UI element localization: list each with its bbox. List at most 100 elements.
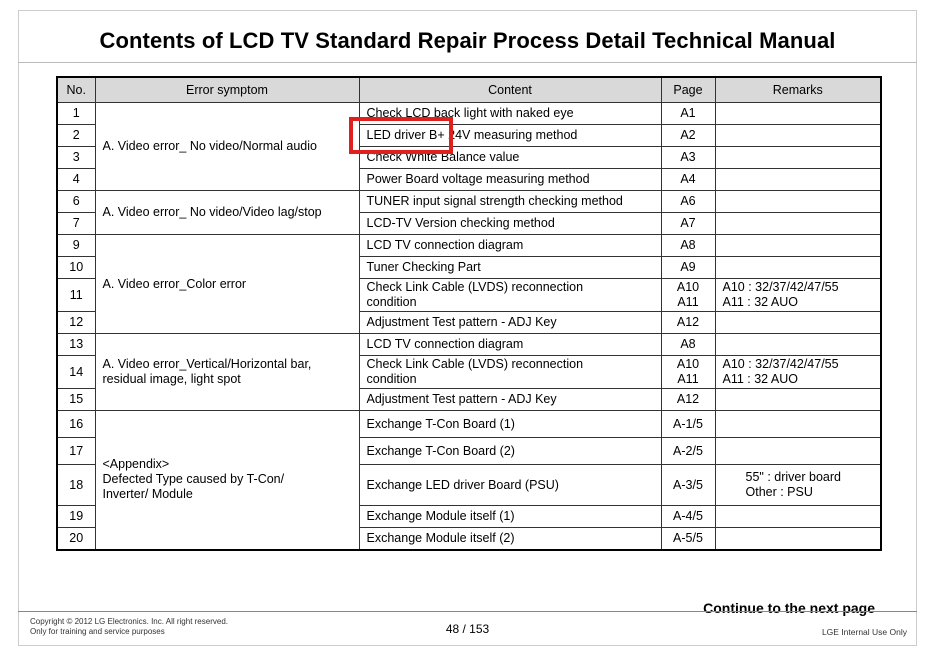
row-no: 19 xyxy=(56,505,96,528)
row-remarks xyxy=(714,410,882,438)
row-remarks xyxy=(714,388,882,411)
row-page: A8 xyxy=(660,333,716,356)
row-page: A3 xyxy=(660,146,716,169)
row-content: Exchange Module itself (2) xyxy=(358,527,662,550)
continue-note: Continue to the next page xyxy=(703,600,875,616)
footer-divider xyxy=(18,611,917,612)
table-row: 13 A. Video error_Vertical/Horizontal ba… xyxy=(56,333,882,411)
row-remarks xyxy=(714,168,882,191)
row-page: A-5/5 xyxy=(660,527,716,550)
row-no: 14 xyxy=(56,355,96,389)
table-row: 17 Exchange T-Con Board (2) A-2/5 xyxy=(56,437,882,465)
row-remarks xyxy=(714,190,882,213)
table-row: 14 Check Link Cable (LVDS) reconnection … xyxy=(56,355,882,389)
row-no: 10 xyxy=(56,256,96,279)
row-content: Check Link Cable (LVDS) reconnection con… xyxy=(358,278,662,312)
row-remarks xyxy=(714,437,882,465)
row-page: A9 xyxy=(660,256,716,279)
row-no: 16 xyxy=(56,410,96,438)
row-content: Exchange LED driver Board (PSU) xyxy=(358,464,662,506)
row-no: 15 xyxy=(56,388,96,411)
row-no: 11 xyxy=(56,278,96,312)
row-no: 17 xyxy=(56,437,96,465)
error-symptom-cell: <Appendix> Defected Type caused by T-Con… xyxy=(94,410,360,550)
row-no: 1 xyxy=(56,102,96,125)
row-remarks: A10 : 32/37/42/47/55 A11 : 32 AUO xyxy=(714,355,882,389)
page-title: Contents of LCD TV Standard Repair Proce… xyxy=(99,28,836,53)
row-content: Exchange T-Con Board (2) xyxy=(358,437,662,465)
header-no: No. xyxy=(56,76,96,103)
row-page: A-4/5 xyxy=(660,505,716,528)
row-page: A10 A11 xyxy=(660,278,716,312)
row-no: 18 xyxy=(56,464,96,506)
row-page: A6 xyxy=(660,190,716,213)
row-page: A1 xyxy=(660,102,716,125)
row-page: A2 xyxy=(660,124,716,147)
row-remarks xyxy=(714,124,882,147)
table-row: 11 Check Link Cable (LVDS) reconnection … xyxy=(56,278,882,312)
row-page: A7 xyxy=(660,212,716,235)
table-row: 9 A. Video error_Color error LCD TV conn… xyxy=(56,234,882,334)
table-row: 6 A. Video error_ No video/Video lag/sto… xyxy=(56,190,882,235)
header-remarks: Remarks xyxy=(714,76,882,103)
contents-table: No. Error symptom Content Page Remarks 1… xyxy=(56,76,882,551)
row-no: 3 xyxy=(56,146,96,169)
row-no: 12 xyxy=(56,311,96,334)
table-row: 20 Exchange Module itself (2) A-5/5 xyxy=(56,527,882,550)
row-page: A12 xyxy=(660,388,716,411)
title-divider xyxy=(18,62,917,63)
error-symptom-cell: A. Video error_Color error xyxy=(94,234,360,334)
row-content: Exchange T-Con Board (1) xyxy=(358,410,662,438)
row-remarks xyxy=(714,234,882,257)
table-row: 18 Exchange LED driver Board (PSU) A-3/5… xyxy=(56,464,882,506)
row-no: 20 xyxy=(56,527,96,550)
row-no: 7 xyxy=(56,212,96,235)
row-page: A12 xyxy=(660,311,716,334)
row-no: 2 xyxy=(56,124,96,147)
table-row: 4 Power Board voltage measuring method A… xyxy=(56,168,882,191)
row-remarks xyxy=(714,212,882,235)
row-no: 4 xyxy=(56,168,96,191)
row-content: TUNER input signal strength checking met… xyxy=(358,190,662,213)
row-remarks: 55" : driver board Other : PSU xyxy=(714,464,882,506)
table-header-row: No. Error symptom Content Page Remarks xyxy=(56,76,882,103)
table-row: 16 <Appendix> Defected Type caused by T-… xyxy=(56,410,882,550)
row-page: A-1/5 xyxy=(660,410,716,438)
header-error-symptom: Error symptom xyxy=(94,76,360,103)
row-content: LCD TV connection diagram xyxy=(358,234,662,257)
row-remarks xyxy=(714,146,882,169)
internal-use-label: LGE Internal Use Only xyxy=(821,627,907,637)
page-frame xyxy=(18,10,917,646)
row-remarks xyxy=(714,311,882,334)
row-page: A8 xyxy=(660,234,716,257)
row-remarks xyxy=(714,527,882,550)
row-content: Check Link Cable (LVDS) reconnection con… xyxy=(358,355,662,389)
row-content: Tuner Checking Part xyxy=(358,256,662,279)
row-remarks xyxy=(714,102,882,125)
red-highlight-box xyxy=(349,117,453,154)
row-page: A-2/5 xyxy=(660,437,716,465)
row-no: 13 xyxy=(56,333,96,356)
error-symptom-cell: A. Video error_ No video/Normal audio xyxy=(94,102,360,191)
row-remarks xyxy=(714,333,882,356)
row-no: 6 xyxy=(56,190,96,213)
table-row: 7 LCD-TV Version checking method A7 xyxy=(56,212,882,235)
error-symptom-cell: A. Video error_ No video/Video lag/stop xyxy=(94,190,360,235)
table-row: 1 A. Video error_ No video/Normal audio … xyxy=(56,102,882,191)
row-content: LCD-TV Version checking method xyxy=(358,212,662,235)
header-content: Content xyxy=(358,76,662,103)
row-content: Adjustment Test pattern - ADJ Key xyxy=(358,311,662,334)
row-content: LCD TV connection diagram xyxy=(358,333,662,356)
row-page: A10 A11 xyxy=(660,355,716,389)
row-remarks xyxy=(714,256,882,279)
copyright-notice: Copyright © 2012 LG Electronics. Inc. Al… xyxy=(30,617,228,636)
row-no: 9 xyxy=(56,234,96,257)
table-row: 19 Exchange Module itself (1) A-4/5 xyxy=(56,505,882,528)
header-page: Page xyxy=(660,76,716,103)
row-remarks: A10 : 32/37/42/47/55 A11 : 32 AUO xyxy=(714,278,882,312)
row-page: A-3/5 xyxy=(660,464,716,506)
row-content: Adjustment Test pattern - ADJ Key xyxy=(358,388,662,411)
row-remarks xyxy=(714,505,882,528)
row-page: A4 xyxy=(660,168,716,191)
row-content: Power Board voltage measuring method xyxy=(358,168,662,191)
